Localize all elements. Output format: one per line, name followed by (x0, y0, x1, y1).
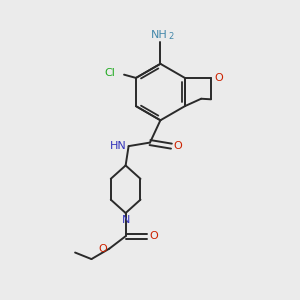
Text: 2: 2 (168, 32, 174, 41)
Text: O: O (98, 244, 107, 254)
Text: O: O (174, 141, 182, 151)
Text: NH: NH (151, 30, 167, 40)
Text: HN: HN (110, 141, 126, 151)
Text: Cl: Cl (105, 68, 116, 78)
Text: O: O (214, 73, 223, 83)
Text: N: N (122, 215, 130, 225)
Text: O: O (149, 231, 158, 241)
